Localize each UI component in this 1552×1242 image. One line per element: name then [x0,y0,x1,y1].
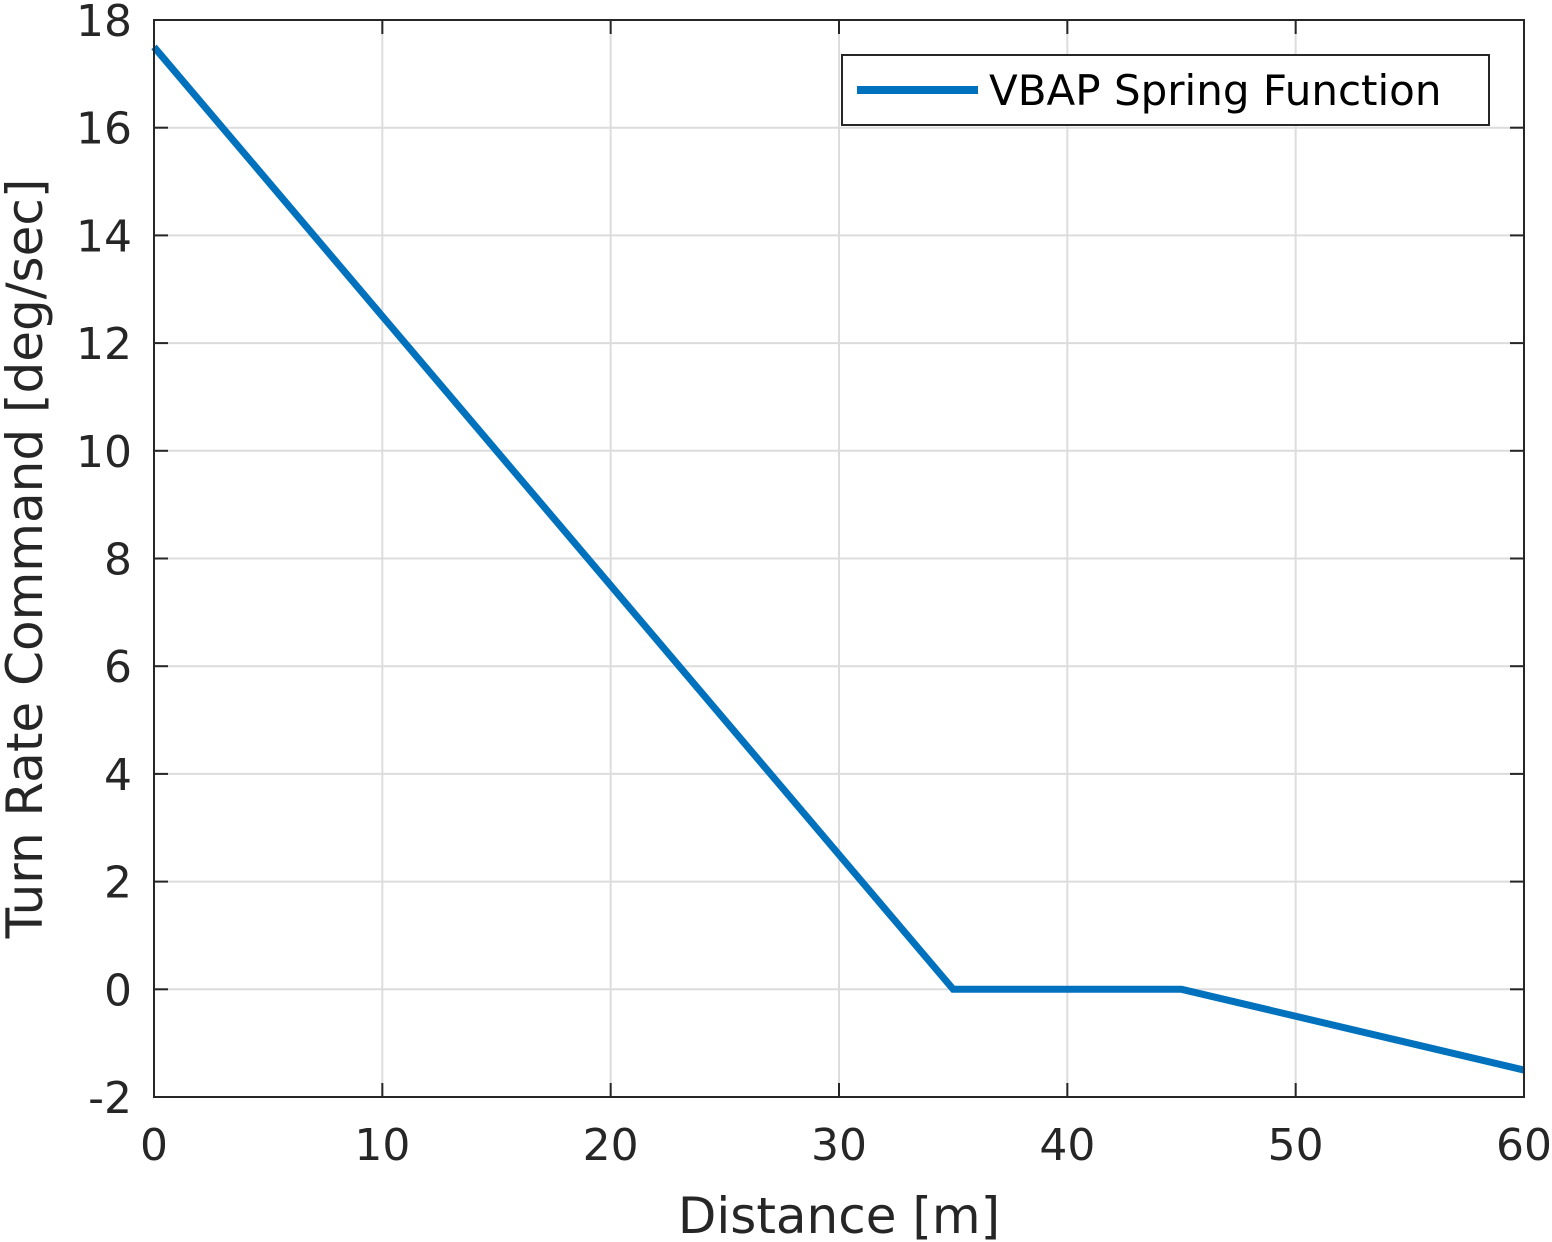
x-tick-label: 60 [1496,1120,1552,1171]
series-line-vbap-spring-function [151,44,1525,1074]
x-tick-label: 20 [583,1120,639,1171]
y-tick-label: 0 [104,965,132,1016]
series-layer [151,44,1525,1074]
y-tick-label: 14 [76,211,132,262]
x-tick-label: 40 [1039,1120,1095,1171]
x-tick-label: 10 [354,1120,410,1171]
y-tick-label: 8 [104,535,132,586]
y-tick-label: 6 [104,642,132,693]
y-axis-title: Turn Rate Command [deg/sec] [0,179,54,940]
legend: VBAP Spring Function [841,54,1490,126]
y-tick-label: 18 [76,0,132,47]
grid-layer [154,20,1524,1097]
y-tick-label: 16 [76,104,132,155]
x-tick-label: 50 [1268,1120,1324,1171]
y-tick-label: 12 [76,319,132,370]
legend-label-vbap-spring-function: VBAP Spring Function [989,66,1441,115]
x-tick-label: 0 [140,1120,168,1171]
y-tick-label: 4 [104,750,132,801]
y-tick-label: 10 [76,427,132,478]
x-axis-title: Distance [m] [678,1187,1000,1242]
y-tick-label: -2 [88,1073,132,1124]
y-tick-label: 2 [104,858,132,909]
x-tick-label: 30 [811,1120,867,1171]
